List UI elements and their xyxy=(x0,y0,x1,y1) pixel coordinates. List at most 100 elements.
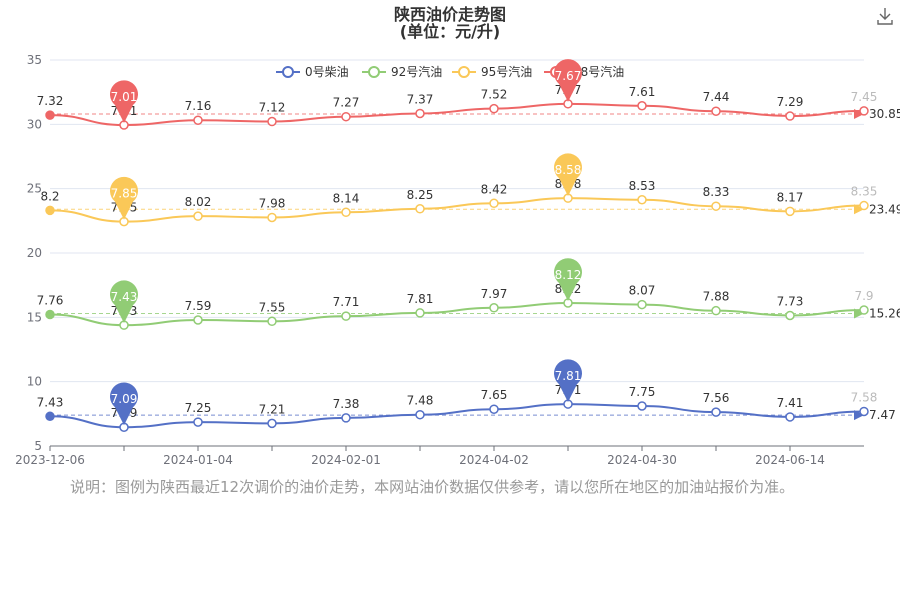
data-point xyxy=(637,195,647,205)
data-point xyxy=(415,409,425,420)
data-label: 7.81 xyxy=(407,292,434,306)
x-tick-label: 2024-04-02 xyxy=(459,453,529,467)
average-label: 15.26 xyxy=(869,306,900,320)
chart-title: 陕西油价走势图 xyxy=(394,5,506,24)
y-tick-label: 30 xyxy=(27,117,42,131)
legend-item[interactable]: 95号汽油 xyxy=(452,64,532,79)
download-icon[interactable] xyxy=(874,5,896,27)
data-point xyxy=(711,407,721,417)
data-point xyxy=(267,316,277,327)
pin-label: 8.58 xyxy=(555,163,582,177)
data-point xyxy=(415,204,425,214)
min-pin: 7.43 xyxy=(110,280,138,324)
y-tick-label: 15 xyxy=(27,310,42,324)
pin-label: 7.85 xyxy=(111,187,138,201)
data-label: 8.02 xyxy=(185,195,212,209)
average-arrow xyxy=(854,204,864,215)
y-tick-label: 25 xyxy=(27,182,42,196)
data-label: 7.61 xyxy=(629,85,656,99)
data-label: 7.41 xyxy=(777,396,804,410)
series-line xyxy=(49,102,865,127)
data-point xyxy=(267,212,277,223)
legend-item[interactable]: 92号汽油 xyxy=(362,64,442,79)
data-label: 7.76 xyxy=(37,294,64,308)
data-label: 7.25 xyxy=(185,401,212,415)
data-label: 8.42 xyxy=(481,182,508,196)
pin-label: 7.81 xyxy=(555,369,582,383)
average-label: 7.47 xyxy=(869,408,896,422)
data-point xyxy=(785,412,795,422)
data-point xyxy=(341,207,351,218)
pin-label: 7.01 xyxy=(111,90,138,104)
data-point xyxy=(193,315,203,325)
data-point xyxy=(267,116,277,127)
average-arrow xyxy=(854,410,864,421)
data-point xyxy=(45,411,55,422)
data-label: 7.21 xyxy=(259,402,286,416)
series-line xyxy=(49,403,865,429)
data-label: 7.73 xyxy=(777,295,804,309)
series-line xyxy=(49,197,865,223)
average-label: 30.85 xyxy=(869,107,900,121)
data-point xyxy=(193,211,203,221)
data-point xyxy=(859,305,869,315)
data-point xyxy=(711,106,721,116)
y-tick-label: 35 xyxy=(27,53,42,67)
pin-shape xyxy=(554,359,583,403)
max-pin: 7.67 xyxy=(554,59,582,102)
data-label: 8.33 xyxy=(703,185,730,199)
legend-item[interactable]: 0号柴油 xyxy=(276,65,349,79)
data-point xyxy=(489,303,499,313)
data-label: 7.45 xyxy=(851,90,878,104)
data-point xyxy=(859,406,869,417)
data-label: 8.25 xyxy=(407,188,434,202)
data-point xyxy=(711,305,721,316)
data-label: 7.56 xyxy=(703,391,730,405)
data-point xyxy=(637,299,647,310)
max-pin: 8.12 xyxy=(554,258,583,301)
pin-shape xyxy=(554,59,582,102)
x-tick-label: 2024-02-01 xyxy=(311,453,381,467)
data-point xyxy=(859,106,869,116)
data-label: 7.88 xyxy=(703,290,730,304)
min-pin: 7.85 xyxy=(110,176,139,220)
data-point xyxy=(45,205,55,216)
data-label: 7.12 xyxy=(259,101,286,115)
min-pin: 7.01 xyxy=(110,80,138,124)
data-label: 7.27 xyxy=(333,96,360,110)
data-label: 7.48 xyxy=(407,394,434,408)
legend-marker xyxy=(368,66,380,78)
data-label: 7.16 xyxy=(185,99,212,113)
oil-price-chart: 陕西油价走势图 (单位：元/升) 5 10 15 20 25 30 35 2023-12-06… xyxy=(15,5,900,467)
legend-label: 92号汽油 xyxy=(391,64,442,79)
data-point xyxy=(711,201,721,211)
chart-note: 说明：图例为陕西最近12次调价的油价走势，本网站油价数据仅供参考，请以您所在地区… xyxy=(70,478,795,496)
data-label: 7.43 xyxy=(37,395,64,409)
x-tick-label: 2023-12-06 xyxy=(15,453,85,467)
y-tick-label: 20 xyxy=(27,246,42,260)
legend-marker xyxy=(458,66,470,78)
legend-label: 98号汽油 xyxy=(573,64,624,79)
pin-label: 8.12 xyxy=(555,268,582,282)
pin-shape xyxy=(110,382,138,426)
series-line xyxy=(49,301,865,327)
pin-label: 7.67 xyxy=(555,69,582,83)
data-point xyxy=(341,311,351,321)
max-pin: 8.58 xyxy=(554,153,582,197)
data-label: 7.37 xyxy=(407,92,434,106)
y-tick-label: 5 xyxy=(34,439,42,453)
data-label: 8.17 xyxy=(777,190,804,204)
x-tick-label: 2024-01-04 xyxy=(163,453,233,467)
data-point xyxy=(489,103,499,114)
data-label: 7.55 xyxy=(259,300,286,314)
min-pin: 7.09 xyxy=(110,382,138,426)
data-point xyxy=(267,418,277,429)
data-label: 8.14 xyxy=(333,191,360,205)
pin-label: 7.43 xyxy=(111,290,138,304)
data-label: 8.53 xyxy=(629,179,656,193)
pin-shape xyxy=(554,258,583,301)
data-label: 7.59 xyxy=(185,299,212,313)
data-point xyxy=(489,198,499,209)
data-point xyxy=(193,417,203,427)
data-label: 7.32 xyxy=(37,94,64,108)
